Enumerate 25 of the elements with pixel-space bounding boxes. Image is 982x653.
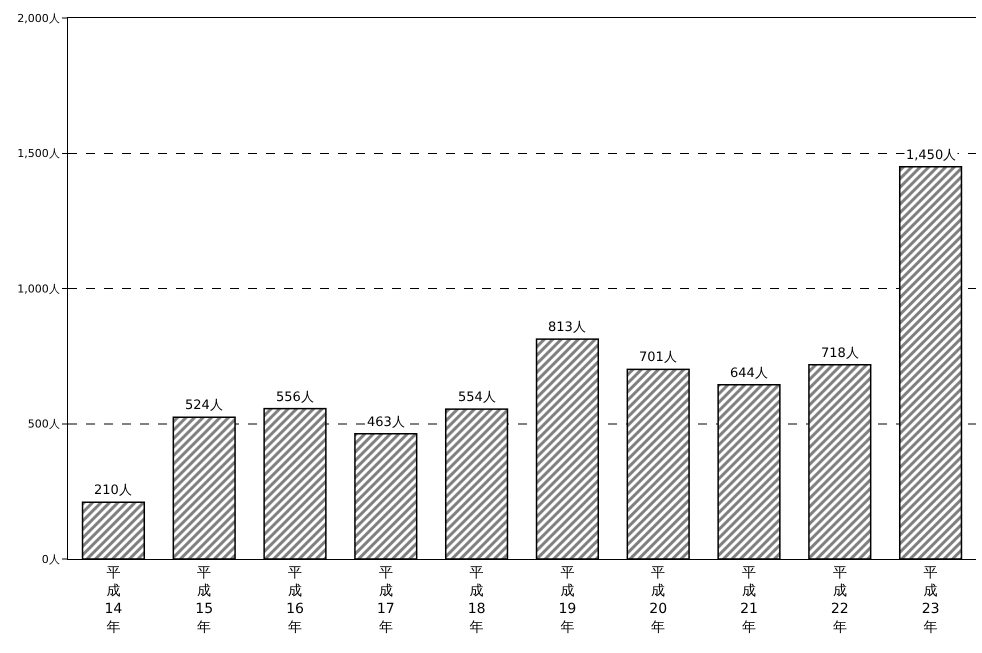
y-tick-label: 2,000人 — [17, 12, 60, 25]
x-tick-label: 平成15年 — [195, 564, 214, 636]
x-tick-label: 平成22年 — [830, 564, 849, 636]
x-tick-label: 平成17年 — [376, 564, 395, 636]
data-label: 718人 — [821, 346, 859, 361]
y-tick-label: 1,000人 — [17, 282, 60, 296]
x-tick-label: 平成14年 — [104, 564, 122, 636]
data-label: 813人 — [548, 320, 586, 335]
y-tick-label: 1,500人 — [17, 147, 60, 160]
x-tick-label: 平成23年 — [922, 564, 940, 636]
x-tick-label: 平成20年 — [649, 564, 668, 636]
x-tick-label: 平成18年 — [468, 564, 486, 636]
data-label: 1,450人 — [906, 148, 956, 163]
data-label: 556人 — [276, 390, 314, 405]
data-label: 524人 — [185, 398, 223, 413]
data-label: 463人 — [367, 415, 405, 430]
data-label: 210人 — [94, 483, 132, 498]
data-label: 554人 — [458, 390, 496, 405]
x-tick-label: 平成19年 — [558, 564, 576, 636]
data-label: 701人 — [639, 350, 677, 365]
y-tick-label: 0人 — [42, 552, 60, 566]
x-tick-label: 平成21年 — [740, 564, 758, 636]
x-tick-label: 平成16年 — [286, 564, 304, 636]
y-tick-label: 500人 — [28, 418, 60, 431]
data-label: 644人 — [730, 366, 768, 381]
